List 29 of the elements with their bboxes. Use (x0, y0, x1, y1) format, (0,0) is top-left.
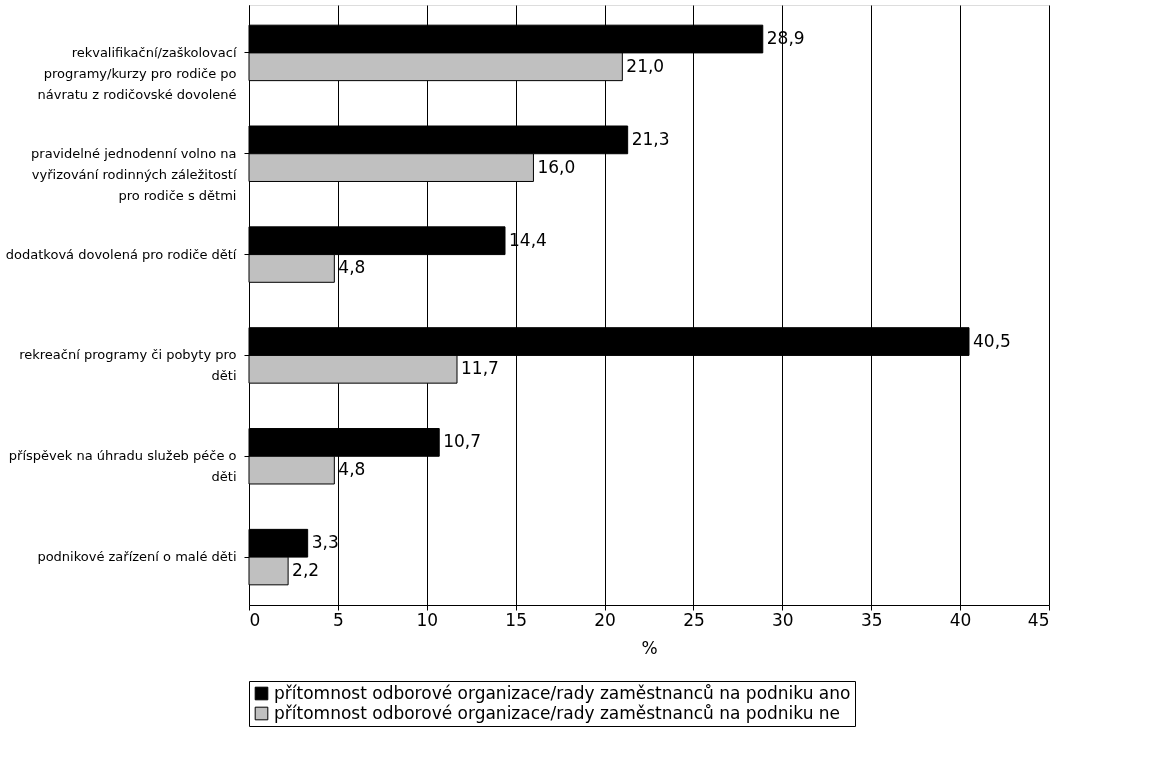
legend-label: přítomnost odborové organizace/rady zaměstnanců na podniku ne (274, 702, 841, 723)
data-label: 40,5 (973, 330, 1011, 351)
x-tick-label: 25 (683, 609, 705, 630)
y-tick-label: příspěvek na úhradu služeb péče o děti (8, 448, 237, 485)
data-label: 10,7 (443, 431, 482, 452)
data-label: 2,2 (292, 559, 320, 580)
x-tick-label: 45 (1027, 609, 1050, 630)
x-tick-label: 10 (416, 609, 439, 630)
data-label: 4,8 (338, 459, 366, 480)
x-tick-label: 35 (860, 609, 883, 630)
y-tick-label: podnikové zařízení o malé děti (37, 549, 237, 565)
data-label: 3,3 (311, 532, 339, 553)
y-tick-label: pravidelné jednodenní volno na vyřizování rodinných záležitostí pro rodiče s dětmi (31, 145, 237, 203)
data-label: 21,0 (626, 55, 665, 76)
y-tick-label: rekreační programy či pobyty pro děti (19, 347, 237, 384)
x-axis-title: % (641, 637, 658, 658)
x-tick-label: 15 (505, 609, 527, 630)
x-tick-label: 30 (772, 609, 794, 630)
x-tick-label: 20 (594, 609, 616, 630)
y-tick-label: rekvalifikační/zaškolovací programy/kurzy pro rodiče po návratu z rodičovské dovolené (37, 44, 237, 102)
x-tick-label: 0 (249, 609, 261, 630)
data-label: 21,3 (631, 128, 670, 149)
legend-label: přítomnost odborové organizace/rady zaměstnanců na podniku ano (274, 682, 851, 703)
x-tick-label: 5 (332, 609, 344, 630)
x-tick-label: 40 (949, 609, 972, 630)
data-label: 4,8 (338, 257, 366, 278)
data-label: 16,0 (537, 156, 576, 177)
data-label: 11,7 (461, 358, 499, 379)
y-tick-label: dodatková dovolená pro rodiče dětí (5, 246, 237, 262)
